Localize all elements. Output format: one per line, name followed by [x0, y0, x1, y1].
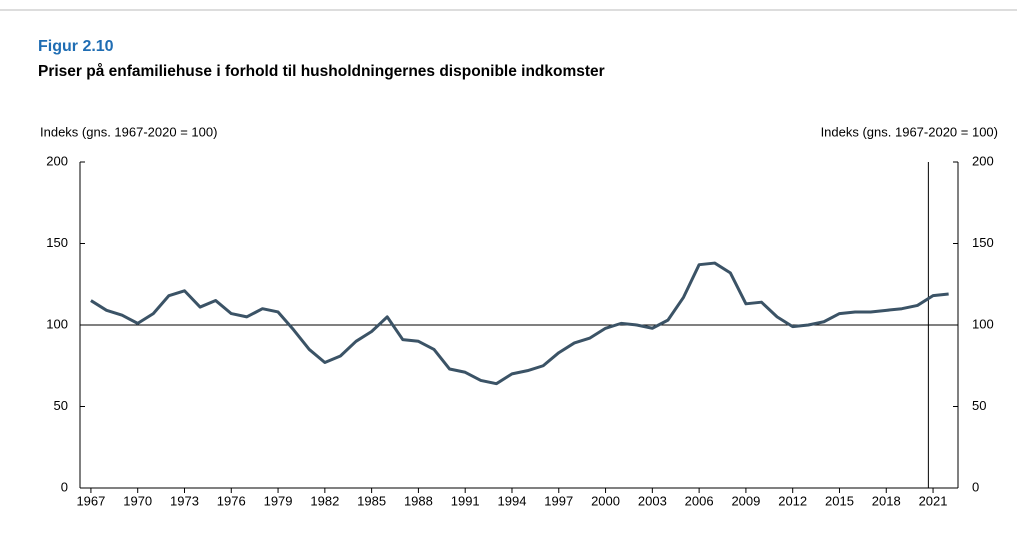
- x-tick-label: 1991: [451, 493, 480, 508]
- y2-tick-label: 200: [972, 153, 994, 168]
- x-tick-label: 1967: [76, 493, 105, 508]
- chart-title: Figur 2.10: [38, 38, 114, 55]
- x-tick-label: 2006: [685, 493, 714, 508]
- x-tick-label: 1985: [357, 493, 386, 508]
- y-tick-label: 200: [46, 153, 68, 168]
- x-tick-label: 2000: [591, 493, 620, 508]
- x-tick-label: 2018: [872, 493, 901, 508]
- y2-tick-label: 150: [972, 235, 994, 250]
- x-tick-label: 1988: [404, 493, 433, 508]
- y-tick-label: 0: [61, 479, 68, 494]
- x-tick-label: 1982: [310, 493, 339, 508]
- y2-tick-label: 50: [972, 398, 986, 413]
- x-tick-label: 1979: [264, 493, 293, 508]
- x-tick-label: 1994: [498, 493, 527, 508]
- y-tick-label: 50: [54, 398, 68, 413]
- x-tick-label: 2015: [825, 493, 854, 508]
- y2-tick-label: 0: [972, 479, 979, 494]
- data-line: [90, 261, 949, 386]
- x-tick-label: 1973: [170, 493, 199, 508]
- x-tick-label: 1976: [217, 493, 246, 508]
- chart-subtitle: Priser på enfamiliehuse i forhold til hu…: [38, 63, 605, 80]
- y2-axis-label: Indeks (gns. 1967-2020 = 100): [821, 124, 998, 139]
- x-tick-label: 2021: [919, 493, 948, 508]
- y2-tick-label: 100: [972, 316, 994, 331]
- y-axis-label: Indeks (gns. 1967-2020 = 100): [40, 124, 217, 139]
- x-tick-label: 1997: [544, 493, 573, 508]
- x-tick-label: 2012: [778, 493, 807, 508]
- x-tick-label: 2009: [731, 493, 760, 508]
- x-tick-label: 2003: [638, 493, 667, 508]
- y-tick-label: 150: [46, 235, 68, 250]
- x-tick-label: 1970: [123, 493, 152, 508]
- y-tick-label: 100: [46, 316, 68, 331]
